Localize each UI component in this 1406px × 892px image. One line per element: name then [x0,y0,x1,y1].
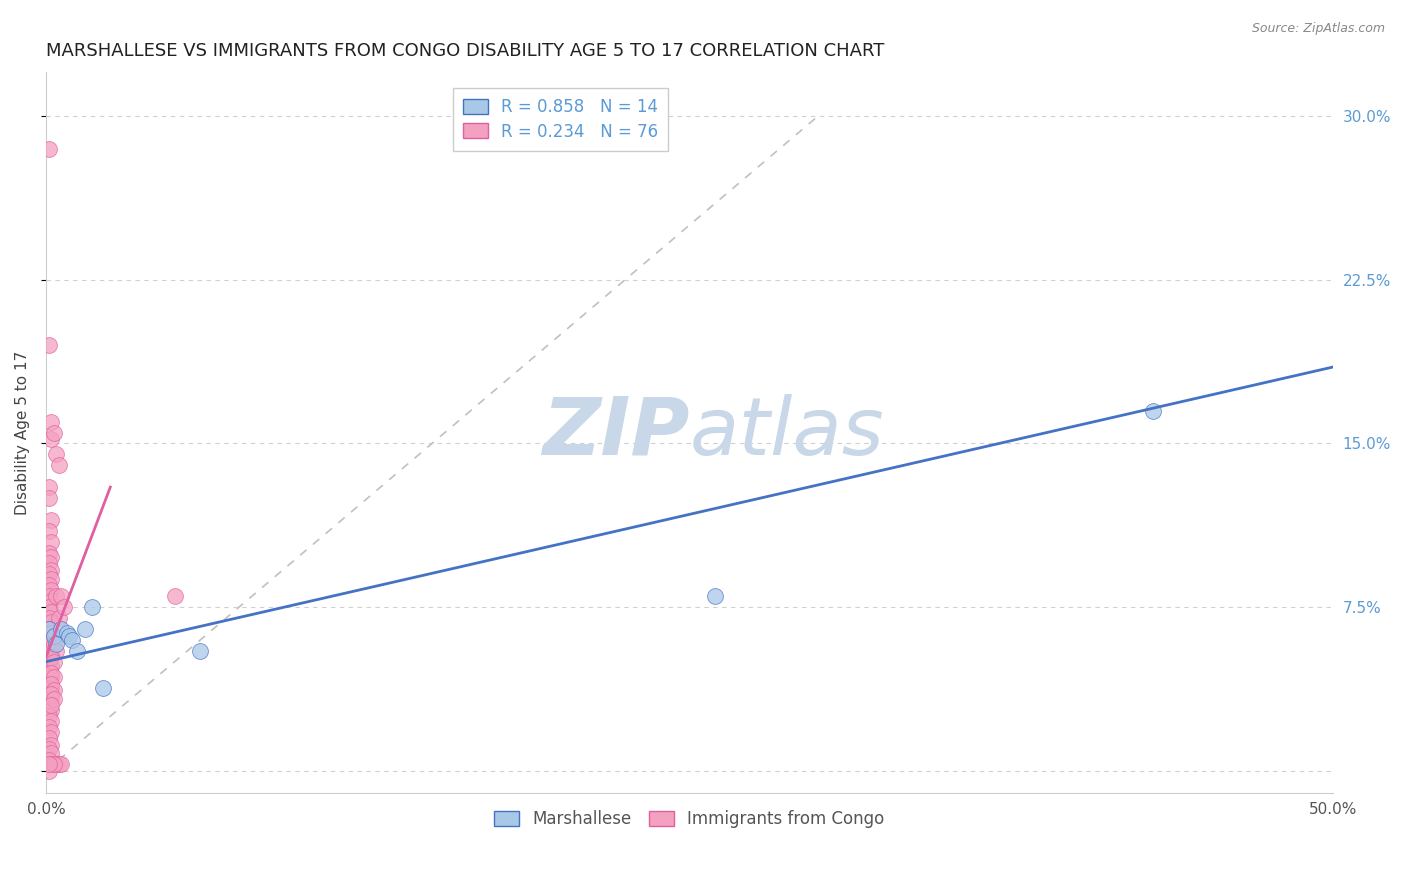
Point [39,415,62,429]
Point [53,600,76,615]
Point [39,549,62,564]
Point [39,703,62,717]
Point [48,611,70,625]
Point [38,491,60,505]
Point [42,425,65,440]
Point [163,589,186,603]
Point [42,637,65,651]
Point [42,670,65,684]
Point [38,731,60,745]
Point [38,567,60,582]
Point [91,681,114,695]
Point [45,589,67,603]
Point [38,632,60,647]
Point [38,589,60,603]
Point [39,432,62,446]
Point [60,632,83,647]
Point [39,714,62,728]
Point [39,676,62,690]
Text: Source: ZipAtlas.com: Source: ZipAtlas.com [1251,22,1385,36]
Point [38,709,60,723]
Point [39,637,62,651]
Text: atlas: atlas [689,393,884,472]
Point [39,691,62,706]
Point [38,757,60,772]
Point [39,698,62,713]
Point [73,622,96,636]
Point [38,578,60,592]
Point [39,615,62,630]
Point [82,600,104,615]
Point [42,628,65,642]
Point [38,545,60,559]
Point [39,626,62,640]
Point [39,688,62,702]
Point [38,600,60,615]
Point [39,632,62,647]
Text: MARSHALLESE VS IMMIGRANTS FROM CONGO DISABILITY AGE 5 TO 17 CORRELATION CHART: MARSHALLESE VS IMMIGRANTS FROM CONGO DIS… [46,42,884,60]
Point [39,650,62,665]
Point [38,688,60,702]
Point [38,480,60,494]
Point [38,338,60,352]
Point [45,644,67,658]
Point [39,747,62,761]
Point [42,655,65,669]
Point [38,622,60,636]
Point [42,757,65,772]
Point [58,628,80,642]
Point [51,589,73,603]
Point [48,757,70,772]
Point [51,757,73,772]
Point [38,742,60,756]
Point [39,659,62,673]
Point [38,611,60,625]
Point [38,753,60,767]
Point [45,447,67,461]
Point [38,764,60,778]
Point [39,582,62,597]
Point [190,644,212,658]
Point [55,626,77,640]
Point [38,622,60,636]
Point [45,757,67,772]
Point [42,691,65,706]
Point [39,648,62,662]
Legend: Marshallese, Immigrants from Congo: Marshallese, Immigrants from Congo [488,804,891,835]
Point [38,557,60,571]
Point [39,605,62,619]
Point [39,563,62,577]
Point [42,683,65,698]
Point [39,757,62,772]
Point [39,665,62,680]
Point [38,524,60,538]
Point [704,589,727,603]
Text: ZIP: ZIP [541,393,689,472]
Y-axis label: Disability Age 5 to 17: Disability Age 5 to 17 [15,351,30,515]
Point [39,724,62,739]
Point [45,637,67,651]
Point [39,513,62,527]
Point [38,142,60,156]
Point [38,720,60,734]
Point [38,698,60,713]
Point [39,572,62,586]
Point [39,738,62,752]
Point [48,458,70,473]
Point [38,665,60,680]
Point [1142,403,1164,417]
Point [39,593,62,607]
Point [39,534,62,549]
Point [38,655,60,669]
Point [38,676,60,690]
Point [66,644,89,658]
Point [39,670,62,684]
Point [38,644,60,658]
Point [39,681,62,695]
Point [51,622,73,636]
